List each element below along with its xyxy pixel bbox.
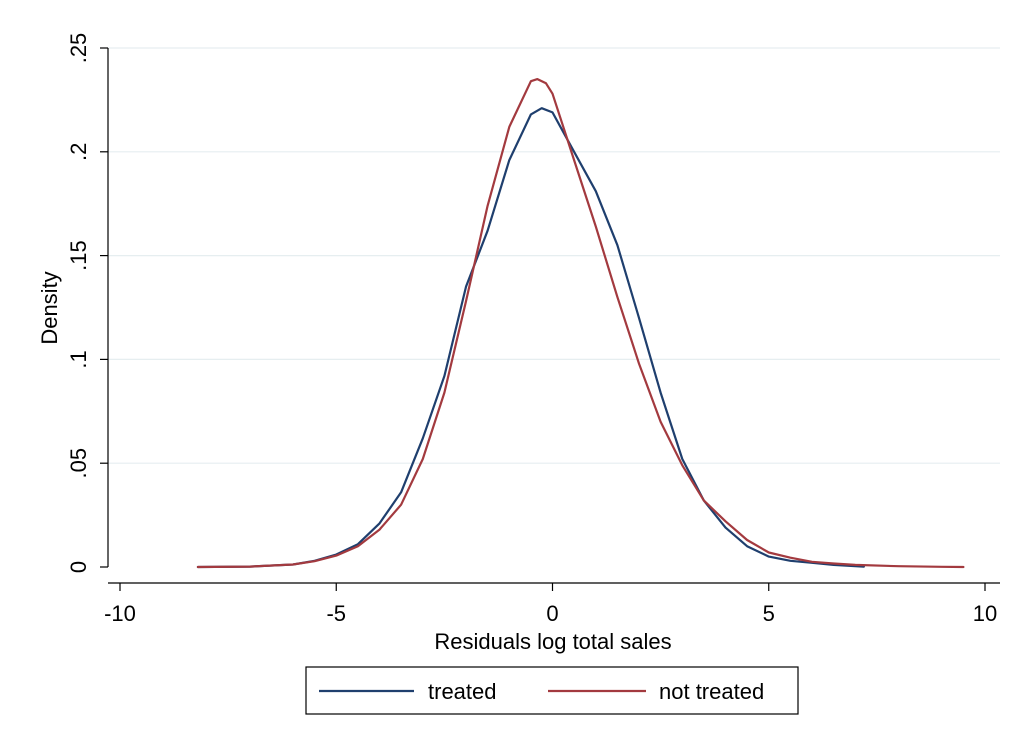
y-tick-label-5: .25 <box>66 33 91 64</box>
x-tick-label-1: -5 <box>326 601 346 626</box>
legend-label-treated: treated <box>428 679 497 704</box>
x-axis-title: Residuals log total sales <box>434 629 671 654</box>
axes <box>107 48 1000 584</box>
legend: treated not treated <box>305 666 799 715</box>
series-line-treated <box>196 107 865 569</box>
x-tick-label-2: 0 <box>546 601 558 626</box>
y-ticks: 0 .05 .1 .15 .2 .25 <box>66 33 108 573</box>
y-tick-label-1: .05 <box>66 448 91 479</box>
y-axis-title: Density <box>37 271 62 344</box>
gridlines <box>108 47 1000 464</box>
x-tick-label-3: 5 <box>763 601 775 626</box>
y-tick-label-0: 0 <box>66 561 91 573</box>
x-tick-label-0: -10 <box>104 601 136 626</box>
x-ticks: -10 -5 0 5 10 <box>104 583 997 626</box>
y-tick-label-4: .2 <box>66 143 91 161</box>
y-tick-label-3: .15 <box>66 240 91 271</box>
x-tick-label-4: 10 <box>973 601 997 626</box>
legend-label-not-treated: not treated <box>659 679 764 704</box>
series-layer <box>196 78 965 569</box>
y-tick-label-2: .1 <box>66 350 91 368</box>
series-line-not-treated <box>196 78 965 569</box>
